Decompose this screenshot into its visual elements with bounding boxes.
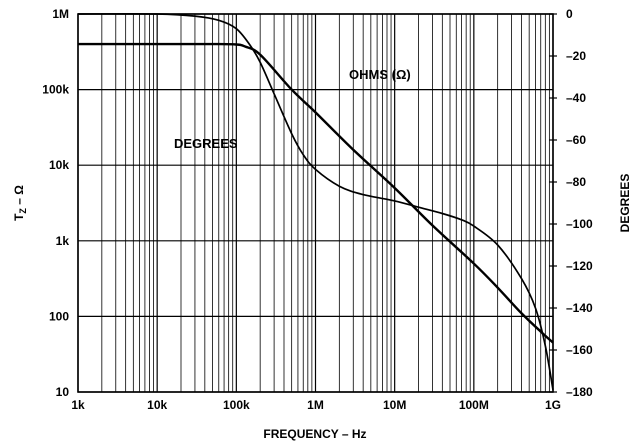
x-tick-label: 10M — [383, 398, 406, 412]
y-axis-left-title-subscript: Z — [18, 208, 28, 214]
y-right-tick-label: –40 — [566, 91, 586, 105]
y-right-tick-label: –160 — [566, 343, 593, 357]
y-right-tick-label: –60 — [566, 133, 586, 147]
y-left-tick-label: 1k — [56, 234, 70, 248]
y-axis-left-title-main: T — [12, 213, 26, 221]
y-right-tick-label: –20 — [566, 49, 586, 63]
annotation-ohms: OHMS (Ω) — [349, 67, 411, 82]
phase-curve — [77, 12, 554, 391]
x-tick-label: 100k — [223, 398, 250, 412]
x-tick-label: 1M — [307, 398, 324, 412]
y-axis-left-title-suffix: – Ω — [12, 185, 26, 208]
y-left-tick-label: 10k — [49, 158, 69, 172]
minor-gridlines — [101, 14, 550, 392]
y-right-tick-label: –140 — [566, 301, 593, 315]
y-right-tick-label: –180 — [566, 385, 593, 399]
right-axis-tick-marks — [549, 13, 557, 393]
series-layer — [77, 12, 554, 391]
y-axis-left-title: TZ – Ω — [12, 185, 28, 221]
magnitude-curve — [78, 42, 554, 344]
annotation-degrees: DEGREES — [174, 136, 238, 151]
x-axis-title: FREQUENCY – Hz — [263, 427, 366, 441]
axis-tick-labels: 1k 10k 100k 1M 10M 100M 1G 10 100 1k 10k 100k 1M 0 –20… — [42, 7, 593, 412]
y-right-tick-label: –100 — [566, 217, 593, 231]
x-tick-label: 1k — [71, 398, 85, 412]
y-right-tick-label: –120 — [566, 259, 593, 273]
y-left-tick-label: 100k — [42, 83, 69, 97]
x-tick-label: 1G — [545, 398, 561, 412]
y-left-tick-label: 1M — [52, 7, 69, 21]
y-axis-right-title: DEGREES — [618, 174, 632, 233]
plot-frame — [77, 13, 554, 393]
y-left-tick-label: 100 — [49, 309, 69, 323]
y-right-tick-label: –80 — [566, 175, 586, 189]
y-right-tick-label: 0 — [566, 7, 573, 21]
x-tick-label: 100M — [459, 398, 489, 412]
x-tick-label: 10k — [147, 398, 167, 412]
y-left-tick-label: 10 — [56, 385, 70, 399]
